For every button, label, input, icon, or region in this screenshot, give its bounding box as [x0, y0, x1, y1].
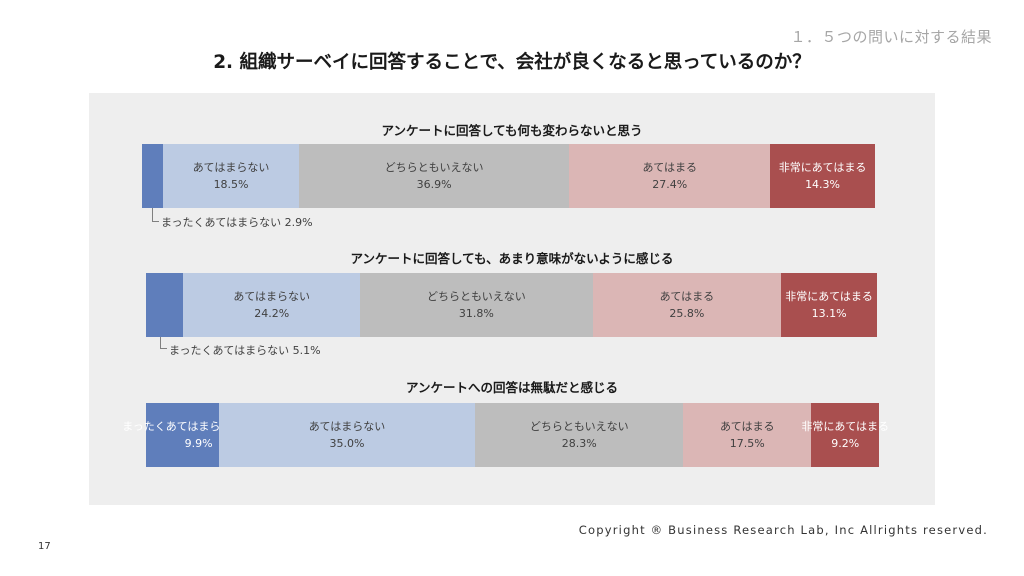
segment-value-label: 25.8% [669, 307, 705, 320]
bar-segment-1-1 [142, 144, 164, 208]
segment-value-label: 17.5% [729, 437, 765, 450]
bar-segment-1-2: あてはまらない 18.5% [163, 144, 299, 208]
segment-value-label: 9.2% [831, 437, 860, 450]
segment-value-label: 31.8% [458, 307, 494, 320]
segment-value-label: 27.4% [652, 178, 688, 191]
segment-value-label: 28.3% [561, 437, 597, 450]
segment-category-label: 非常にあてはまる [785, 289, 873, 303]
bar-segment-1-3: どちらともいえない 36.9% [298, 144, 570, 208]
segment-category-label: あてはまらない [308, 419, 386, 433]
leader-line-1 [152, 208, 159, 222]
outside-label-2: まったくあてはまらない 5.1% [169, 344, 321, 357]
stacked-bar-1: あてはまらない 18.5% どちらともいえない 36.9% あてはまる 27.4% 非常にあ… [142, 144, 875, 208]
bar-segment-3-3: どちらともいえない 28.3% [475, 403, 684, 467]
segment-value-label: 14.3% [805, 178, 841, 191]
segment-category-label: あてはまらない [192, 160, 270, 174]
chart-title-1: アンケートに回答しても何も変わらないと思う [381, 123, 643, 138]
chart-title-3: アンケートへの回答は無駄だと感じる [405, 380, 618, 395]
segment-category-label: どちらともいえない [426, 289, 526, 303]
segment-value-label: 24.2% [254, 307, 290, 320]
bar-segment-1-4: あてはまる 27.4% [569, 144, 771, 208]
stacked-bar-3: まったくあてはまらない 9.9% あてはまらない 35.0% どちらともいえない 28.3… [122, 403, 889, 467]
page-title: 2. 組織サーベイに回答することで、会社が良くなると思っているのか？ [213, 52, 811, 73]
segment-value-label: 35.0% [329, 437, 365, 450]
page-number: 17 [38, 541, 51, 552]
bar-segment-2-1 [146, 273, 184, 337]
stacked-bar-2: あてはまらない 24.2% どちらともいえない 31.8% あてはまる 25.8% 非常にあ… [146, 273, 877, 337]
outside-label-1: まったくあてはまらない 2.9% [161, 216, 313, 229]
section-label: １．５つの問いに対する結果 [790, 28, 992, 46]
bar-segment-2-5: 非常にあてはまる 13.1% [781, 273, 877, 337]
segment-category-label: あてはまる [659, 289, 715, 303]
bar-segment-2-3: どちらともいえない 31.8% [360, 273, 593, 337]
segment-category-label: どちらともいえない [384, 160, 484, 174]
copyright: Copyright ® Business Research Lab, Inc A… [578, 523, 988, 537]
bar-segment-3-4: あてはまる 17.5% [683, 403, 812, 467]
segment-category-label: どちらともいえない [529, 419, 629, 433]
bar-segment-2-2: あてはまらない 24.2% [183, 273, 361, 337]
bar-segment-3-1: まったくあてはまらない 9.9% [122, 403, 242, 467]
segment-category-label: 非常にあてはまる [801, 419, 889, 433]
segment-category-label: 非常にあてはまる [778, 160, 867, 174]
bar-segment-3-5: 非常にあてはまる 9.2% [801, 403, 889, 467]
bar-segment-2-4: あてはまる 25.8% [592, 273, 782, 337]
bar-segment-1-5: 非常にあてはまる 14.3% [770, 144, 875, 208]
segment-value-label: 13.1% [811, 307, 847, 320]
segment-category-label: あてはまる [642, 160, 697, 174]
segment-value-label: 36.9% [416, 178, 452, 191]
segment-category-label: まったくあてはまらない [122, 419, 243, 433]
bar-segment-3-2: あてはまらない 35.0% [218, 403, 476, 467]
chart-area: アンケートに回答しても何も変わらないと思う あてはまらない 18.5% どちらともい… [89, 93, 935, 505]
segment-value-label: 9.9% [184, 437, 213, 450]
segment-category-label: あてはまる [719, 419, 775, 433]
segment-category-label: あてはまらない [233, 289, 310, 303]
chart-title-2: アンケートに回答しても、あまり意味がないように感じる [350, 251, 674, 266]
leader-line-2 [160, 337, 167, 349]
segment-value-label: 18.5% [213, 178, 249, 191]
